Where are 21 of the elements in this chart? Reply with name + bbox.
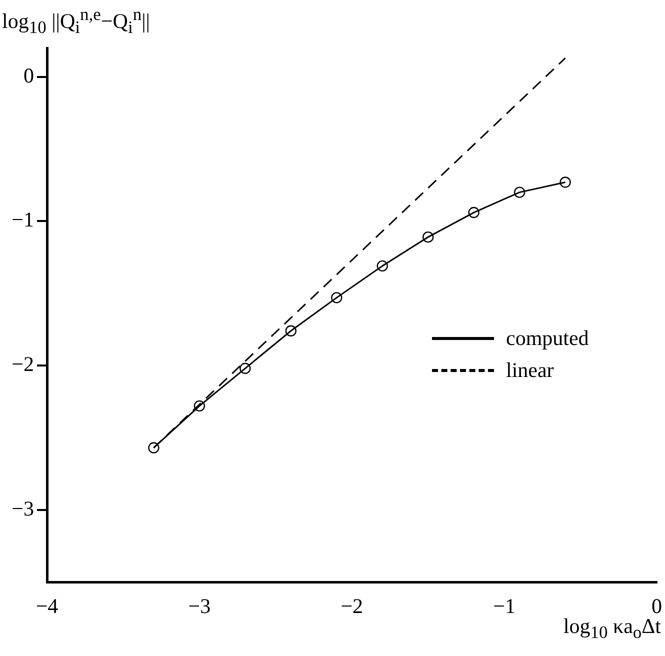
y-tick-label: −2 [12, 352, 34, 376]
point [194, 400, 206, 412]
point [331, 292, 342, 304]
point [148, 442, 160, 454]
point [285, 325, 296, 336]
text: log$_{10}$ ||Q$_{i}$$^{n,e}$−Q$_{i}$$^{n}$|| [2, 4, 150, 38]
point [514, 186, 526, 198]
legend-label: linear [506, 358, 554, 382]
y-tick-label: −3 [12, 496, 34, 520]
x-tick-label: −3 [188, 594, 211, 618]
x-tick-label: −4 [36, 594, 59, 618]
point [240, 362, 251, 374]
x-tick-label: −2 [340, 594, 364, 618]
point [422, 231, 434, 243]
point [468, 206, 480, 218]
x-tick-label: −1 [493, 594, 516, 618]
point [560, 176, 571, 188]
y-tick-label: −1 [12, 208, 34, 232]
y-tick-label: 0 [24, 63, 34, 88]
legend-label: computed [506, 326, 589, 350]
point [376, 260, 388, 272]
